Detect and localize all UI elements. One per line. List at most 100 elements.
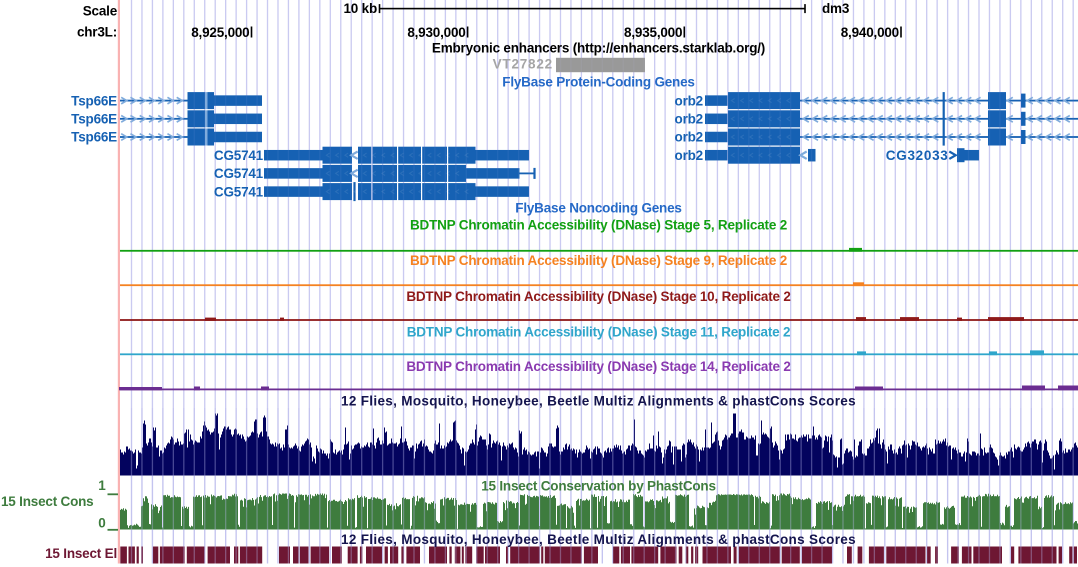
elements-phastcons-elements-shape[interactable]	[1058, 546, 1062, 564]
gene-CG5741-5-shape[interactable]	[475, 186, 530, 197]
gene-label-orb2[interactable]: orb2	[675, 112, 704, 127]
elements-phastcons-elements-shape[interactable]	[695, 546, 699, 564]
signal-bdtnp-s10-shape[interactable]	[856, 317, 866, 321]
gene-CG5741-3-shape[interactable]	[322, 146, 353, 164]
signal-bdtnp-s11-shape[interactable]	[989, 351, 997, 356]
gene-Tsp66E-1-shape[interactable]	[187, 110, 206, 128]
elements-phastcons-elements-shape[interactable]	[1011, 546, 1015, 564]
gene-Tsp66E-0-shape[interactable]	[187, 92, 206, 110]
elements-phastcons-elements-shape[interactable]	[384, 546, 388, 564]
elements-phastcons-elements-shape[interactable]	[935, 546, 938, 564]
gene-orb2-6-shape[interactable]	[800, 99, 1078, 102]
gene-Tsp66E-2-shape[interactable]	[214, 131, 262, 143]
elements-phastcons-elements-shape[interactable]	[347, 546, 358, 564]
enhancer-item-box[interactable]	[556, 57, 645, 73]
track-title-flybase-coding[interactable]: FlyBase Protein-Coding Genes	[502, 75, 695, 90]
gene-CG5741-4-shape[interactable]	[322, 164, 353, 182]
elements-phastcons-elements-shape[interactable]	[299, 546, 309, 564]
gene-Tsp66E-2-shape[interactable]	[187, 128, 206, 146]
elements-phastcons-elements-shape[interactable]	[476, 546, 484, 564]
gene-orb2-7-shape[interactable]	[988, 110, 1006, 128]
signal-bdtnp-s10-shape[interactable]	[120, 319, 1078, 321]
track-title-phastcons-wiggle[interactable]: 15 Insect Conservation by PhastCons	[481, 479, 716, 494]
wiggle-multiz-wiggle[interactable]	[120, 413, 1078, 476]
elements-phastcons-elements-shape[interactable]	[429, 546, 447, 564]
elements-phastcons-elements-shape[interactable]	[685, 546, 689, 564]
signal-bdtnp-s10-shape[interactable]	[988, 317, 1024, 321]
elements-phastcons-elements-shape[interactable]	[927, 546, 931, 564]
elements-phastcons-elements-shape[interactable]	[886, 546, 926, 564]
elements-phastcons-elements-shape[interactable]	[207, 546, 230, 564]
gene-label-CG32033[interactable]: CG32033	[886, 148, 949, 163]
signal-bdtnp-s14-shape[interactable]	[1022, 385, 1045, 391]
gene-CG5741-3-shape[interactable]	[398, 146, 421, 164]
gene-orb2-8[interactable]	[705, 128, 1078, 146]
gene-CG5741-5-shape[interactable]	[353, 182, 356, 202]
gene-CG5741-4-shape[interactable]	[358, 164, 372, 182]
gene-orb2-9-shape[interactable]	[705, 149, 728, 161]
gene-Tsp66E-0[interactable]	[120, 92, 262, 110]
gene-CG5741-5[interactable]	[264, 182, 530, 202]
elements-phastcons-elements-shape[interactable]	[544, 546, 582, 564]
gene-CG32033-10-shape[interactable]	[964, 149, 980, 161]
gene-label-Tsp66E[interactable]: Tsp66E	[71, 130, 117, 145]
elements-phastcons-elements-shape[interactable]	[234, 546, 239, 564]
gene-orb2-6-shape[interactable]	[728, 92, 800, 110]
elements-phastcons-elements-shape[interactable]	[541, 546, 544, 564]
signal-bdtnp-s14-shape[interactable]	[194, 386, 200, 391]
elements-phastcons-elements-shape[interactable]	[406, 546, 420, 564]
signal-bdtnp-s14[interactable]	[119, 385, 1078, 391]
gene-orb2-8-shape[interactable]	[728, 128, 800, 146]
track-title-enhancers[interactable]: Embryonic enhancers (http://enhancers.st…	[432, 41, 765, 56]
elements-phastcons-elements-shape[interactable]	[951, 546, 959, 564]
gene-label-orb2[interactable]: orb2	[675, 130, 704, 145]
gene-CG5741-5-shape[interactable]	[398, 183, 421, 201]
gene-CG5741-3-shape[interactable]	[448, 146, 476, 164]
track-title-phastcons-elements[interactable]: 12 Flies, Mosquito, Honeybee, Beetle Mul…	[341, 532, 856, 547]
gene-CG5741-4-shape[interactable]	[264, 168, 323, 179]
gene-Tsp66E-0-shape[interactable]	[205, 92, 208, 110]
elements-phastcons-elements-shape[interactable]	[738, 546, 780, 564]
signal-bdtnp-s11[interactable]	[120, 350, 1078, 356]
elements-phastcons-elements-shape[interactable]	[801, 546, 832, 564]
elements-phastcons-elements-shape[interactable]	[485, 546, 500, 564]
elements-phastcons-elements-shape[interactable]	[152, 546, 159, 564]
elements-phastcons-elements-shape[interactable]	[691, 546, 694, 564]
gene-Tsp66E-0-shape[interactable]	[207, 92, 215, 110]
signal-bdtnp-s14-shape[interactable]	[1058, 385, 1078, 391]
gene-CG5741-5-shape[interactable]	[422, 183, 447, 201]
elements-phastcons-elements-shape[interactable]	[366, 546, 383, 564]
gene-CG5741-3[interactable]	[264, 146, 529, 164]
elements-phastcons-elements-shape[interactable]	[332, 546, 342, 564]
elements-phastcons-elements-shape[interactable]	[310, 546, 330, 564]
elements-phastcons-elements-shape[interactable]	[359, 546, 363, 564]
gene-label-CG5741[interactable]: CG5741	[214, 184, 264, 199]
gene-orb2-8-shape[interactable]	[1021, 130, 1026, 144]
gene-orb2-8-shape[interactable]	[800, 136, 1078, 138]
signal-bdtnp-s9-shape[interactable]	[120, 284, 1078, 287]
elements-phastcons-elements-shape[interactable]	[293, 546, 299, 564]
track-title-bdtnp-s11[interactable]: BDTNP Chromatin Accessibility (DNase) St…	[407, 325, 791, 340]
track-left-label-phastcons-wiggle[interactable]: 15 Insect Cons	[1, 494, 94, 509]
track-left-label-phastcons-elements[interactable]: 15 Insect El	[45, 546, 117, 561]
signal-bdtnp-s11-shape[interactable]	[857, 351, 866, 356]
elements-phastcons-elements-shape[interactable]	[186, 546, 205, 564]
elements-phastcons-elements-shape[interactable]	[454, 546, 461, 564]
signal-bdtnp-s9-shape[interactable]	[853, 282, 864, 287]
gene-orb2-7-shape[interactable]	[800, 117, 1078, 120]
elements-phastcons-elements[interactable]	[120, 546, 1077, 564]
gene-orb2-7-shape[interactable]	[728, 110, 800, 128]
gene-label-Tsp66E[interactable]: Tsp66E	[71, 93, 117, 108]
elements-phastcons-elements-shape[interactable]	[461, 546, 464, 564]
gene-CG5741-4-shape[interactable]	[533, 167, 536, 179]
elements-phastcons-elements-shape[interactable]	[781, 546, 800, 564]
signal-bdtnp-s14-shape[interactable]	[261, 386, 269, 391]
gene-Tsp66E-0-shape[interactable]	[214, 95, 262, 106]
track-title-bdtnp-s9[interactable]: BDTNP Chromatin Accessibility (DNase) St…	[410, 253, 787, 268]
elements-phastcons-elements-shape[interactable]	[239, 546, 263, 564]
elements-phastcons-elements-shape[interactable]	[613, 546, 620, 564]
gene-label-CG5741[interactable]: CG5741	[214, 166, 264, 181]
gene-CG32033-10[interactable]	[948, 148, 980, 163]
elements-phastcons-elements-shape[interactable]	[141, 546, 143, 564]
elements-phastcons-elements-shape[interactable]	[128, 546, 135, 564]
